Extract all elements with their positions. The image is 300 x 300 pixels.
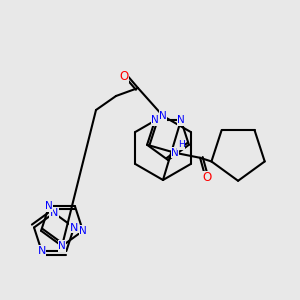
Text: N: N: [58, 241, 66, 251]
Text: O: O: [119, 70, 129, 83]
Text: O: O: [202, 171, 212, 184]
Text: N: N: [38, 246, 46, 256]
Text: N: N: [159, 111, 167, 121]
Text: N: N: [70, 223, 78, 232]
Text: N: N: [171, 148, 179, 158]
Text: N: N: [151, 115, 159, 125]
Text: N: N: [177, 115, 185, 125]
Text: N: N: [50, 208, 58, 218]
Text: N: N: [79, 226, 87, 236]
Text: N: N: [45, 201, 53, 211]
Text: H: H: [178, 140, 184, 149]
